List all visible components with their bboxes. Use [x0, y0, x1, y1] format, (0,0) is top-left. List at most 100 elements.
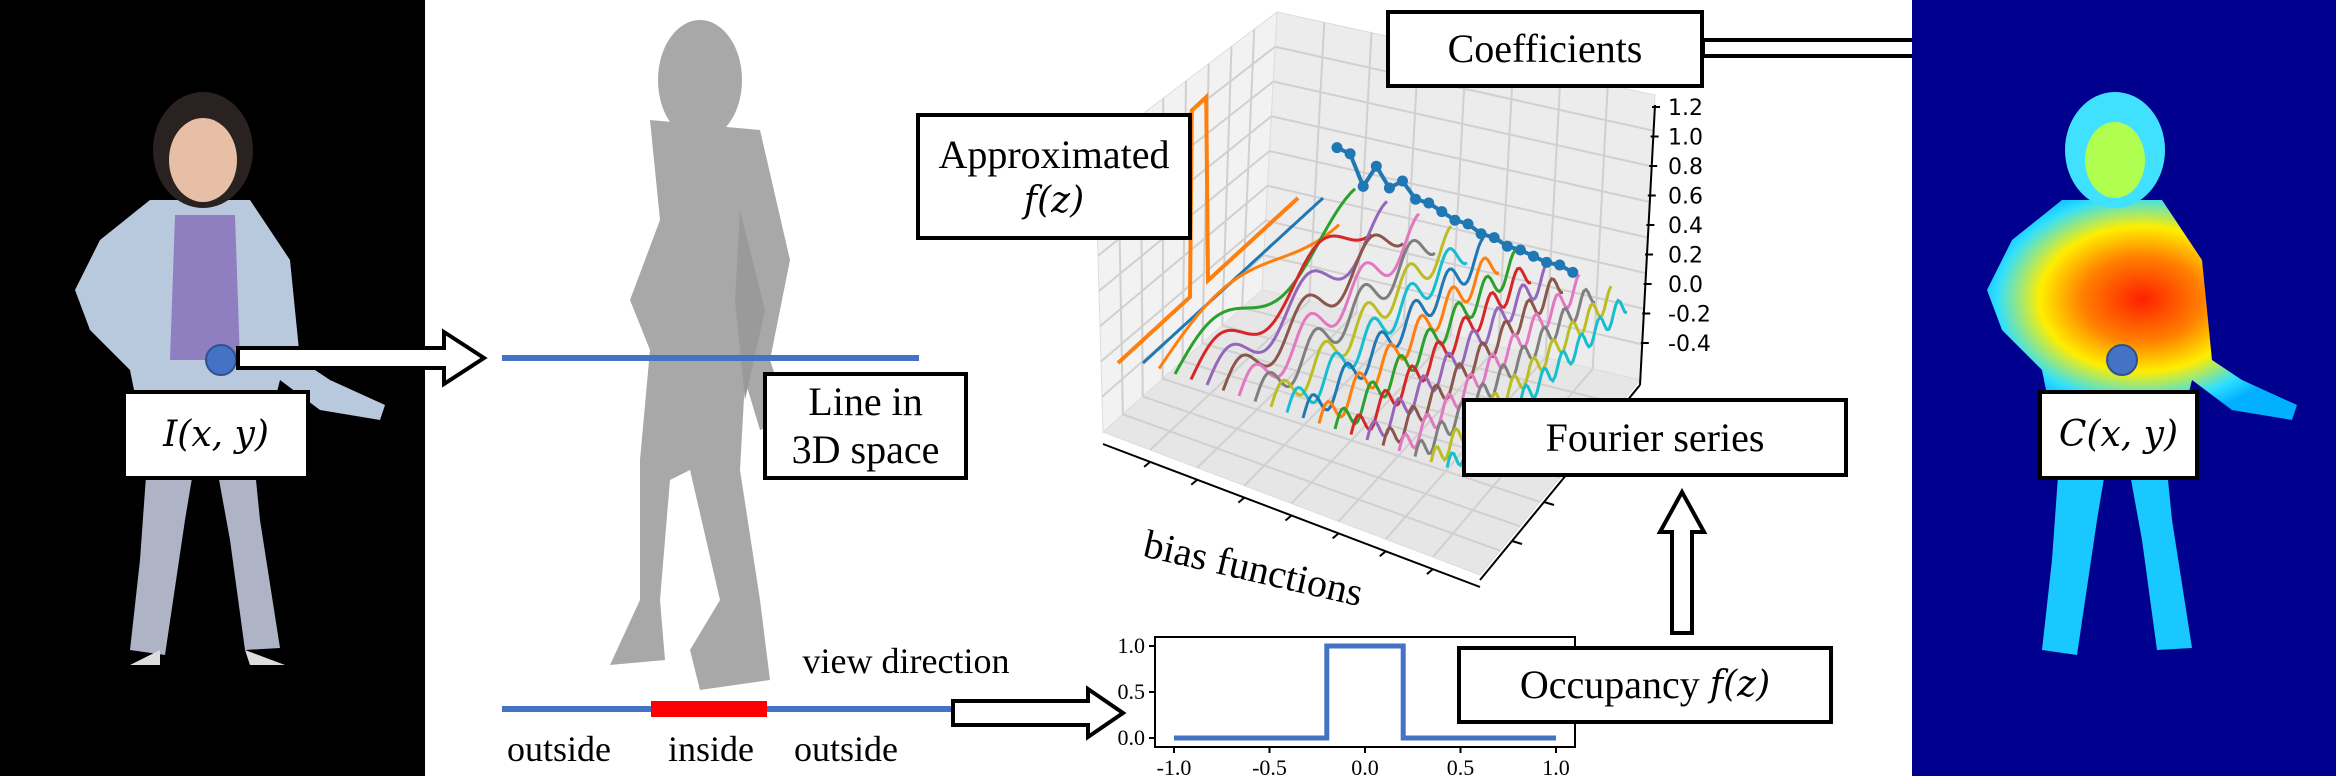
coefficient-point [1383, 182, 1395, 194]
z-tick-label: 0.2 [1668, 244, 1703, 269]
coefficient-point [1541, 256, 1553, 268]
coefficient-point [1501, 240, 1513, 252]
bias-function-curve [1269, 225, 1453, 408]
bias-function-curve [1157, 223, 1341, 370]
x-tick-mark [1331, 532, 1340, 540]
inside-segment [651, 701, 767, 717]
coefficient-point [1554, 259, 1566, 271]
coefficient-point [1397, 175, 1408, 187]
x-tick-mark [1379, 550, 1387, 558]
x-tick-mark [1237, 496, 1246, 504]
bias-function-curve [1413, 287, 1596, 457]
z-tick-label: -0.4 [1668, 332, 1711, 357]
fourier-series-text: Fourier series [1545, 414, 1765, 460]
line-label-line2: 3D space [791, 427, 940, 472]
x-tick-label: 1.0 [1542, 755, 1570, 776]
output-map-label: C(x, y) [2038, 390, 2199, 480]
arrow-to-occupancy-icon [951, 685, 1127, 741]
coefficient-point [1514, 244, 1526, 256]
input-photo [0, 0, 425, 776]
bias-function-curve [1349, 266, 1532, 435]
grid-line [1290, 334, 1452, 505]
coefficient-point [1475, 228, 1487, 240]
coefficient-point [1488, 232, 1500, 244]
y-tick-mark [1543, 501, 1555, 506]
bias-function-curve [1189, 232, 1372, 381]
coefficient-point [1436, 206, 1448, 218]
z-tick-label: 0.4 [1668, 214, 1703, 239]
coefficients-label: Coefficients [1386, 10, 1704, 88]
outside-right-label: outside [794, 729, 898, 769]
grid-line [1497, 63, 1515, 347]
grid-line [1241, 29, 1256, 308]
bias-function-curve [1333, 249, 1517, 430]
approximated-math: f(z) [1023, 179, 1085, 221]
grid-line [1221, 46, 1233, 326]
z-tick-label: 1.0 [1668, 126, 1703, 151]
bias-function-curve [1397, 273, 1581, 452]
coefficient-point [1423, 197, 1435, 209]
coefficient-point [1449, 214, 1461, 226]
coefficient-point [1331, 142, 1343, 154]
bias-function-curve [1381, 276, 1564, 446]
arrow-to-fourier-icon [1656, 487, 1708, 635]
z-tick-label: 1.2 [1668, 96, 1703, 121]
approximated-fz-label: Approximated f(z) [916, 113, 1192, 240]
y-tick-label: 0.0 [1118, 725, 1146, 750]
coefficient-point [1357, 180, 1369, 192]
y-tick-mark [1511, 540, 1523, 545]
occupancy-label: Occupancy f(z) [1457, 646, 1833, 724]
y-tick-label: 1.0 [1118, 633, 1146, 658]
occupancy-text: Occupancy [1519, 662, 1710, 707]
x-tick-mark [1426, 568, 1434, 575]
coefficient-point [2106, 344, 2138, 376]
z-tick-label: 0.8 [1668, 155, 1703, 180]
bias-function-curve [1317, 256, 1500, 424]
grid-line [1100, 219, 1267, 363]
z-tick-label: 0.0 [1668, 273, 1703, 298]
z-tick-label: -0.2 [1668, 303, 1711, 328]
coefficient-heatmap [1912, 0, 2336, 776]
x-tick-label: 0.0 [1351, 755, 1379, 776]
bias-function-curve [1173, 187, 1357, 375]
x-tick-mark [1190, 478, 1198, 486]
grid-line [1265, 219, 1644, 310]
coefficient-point [1567, 266, 1579, 278]
coefficient-point [1462, 218, 1474, 230]
z-axis-line [1639, 104, 1656, 386]
coefficient-point [1410, 193, 1422, 205]
grid-line [1544, 74, 1562, 358]
line-label-line1: Line in [808, 379, 923, 424]
x-tick-mark [1143, 461, 1151, 468]
coefficients-text: Coefficients [1447, 26, 1643, 71]
x-tick-label: 0.5 [1447, 755, 1475, 776]
x-tick-mark [1284, 514, 1293, 522]
3d-human-model [610, 20, 790, 690]
occupancy-step-line [1174, 643, 1556, 741]
y-tick-label: 0.5 [1118, 679, 1146, 704]
fourier-series-label: Fourier series [1462, 398, 1848, 477]
outside-left-label: outside [507, 729, 611, 769]
output-map-math: C(x, y) [2058, 414, 2179, 456]
x-tick-label: -1.0 [1157, 755, 1192, 776]
approximated-text: Approximated [938, 131, 1170, 177]
grid-line [1267, 184, 1646, 275]
bias-function-curve [1221, 233, 1404, 392]
bias-function-curve [1253, 238, 1436, 402]
coefficient-point [1370, 160, 1382, 172]
inside-label: inside [668, 729, 754, 769]
line-in-3d-space-label: Line in 3D space [763, 372, 968, 480]
coefficient-point [1528, 250, 1539, 262]
approximated-fz-curve [1116, 92, 1300, 365]
arrow-to-line-icon [236, 328, 488, 388]
occupancy-math: f(z) [1709, 664, 1771, 706]
input-image-label: I(x, y) [122, 390, 310, 480]
input-image-math: I(x, y) [163, 414, 269, 456]
grid-line [1099, 184, 1269, 328]
x-tick-label: -0.5 [1252, 755, 1287, 776]
coefficient-point [1344, 148, 1356, 160]
grid-line [1591, 84, 1609, 369]
heatmap-silhouette [1987, 92, 2297, 655]
view-direction-label: view direction [802, 641, 1010, 681]
